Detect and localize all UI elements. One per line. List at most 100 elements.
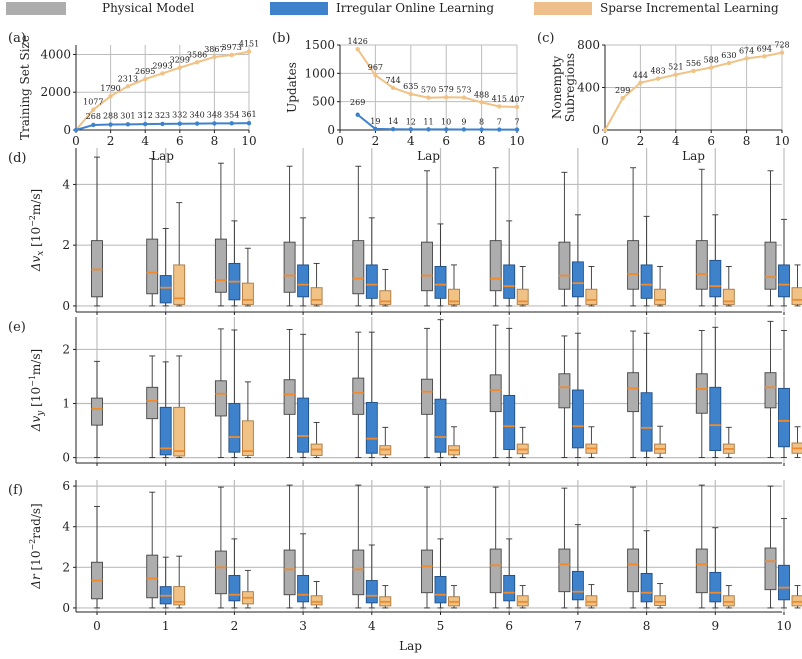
box-sparse: [585, 288, 598, 305]
data-point-orange: [497, 104, 502, 109]
box-sparse: [379, 290, 392, 305]
data-point-orange: [108, 93, 113, 99]
x-tick-label: 6: [505, 619, 513, 633]
data-label: 407: [509, 95, 524, 104]
box-irregular: [434, 576, 447, 604]
box-irregular: [640, 572, 653, 603]
box-irregular: [434, 398, 447, 453]
box-physical: [146, 238, 159, 295]
data-point-blue: [461, 127, 467, 132]
x-tick-label: 3: [299, 619, 307, 633]
box-irregular: [365, 401, 378, 454]
box-physical: [627, 372, 640, 413]
data-label: 299: [615, 86, 630, 95]
box-irregular: [297, 397, 310, 453]
box-physical: [695, 373, 708, 414]
data-label: 1426: [348, 37, 368, 46]
y-tick-label: 0: [327, 123, 335, 137]
data-point-blue: [246, 120, 252, 126]
y-tick-label: 2: [62, 342, 70, 356]
y-tick-label: 0: [62, 451, 70, 465]
x-tick-label: 8: [643, 619, 651, 633]
box-sparse: [448, 288, 460, 305]
data-label: 3973: [222, 43, 242, 52]
data-label: 2695: [135, 67, 155, 76]
box-irregular: [228, 403, 241, 453]
data-point-blue: [73, 127, 79, 133]
box-irregular: [778, 387, 790, 448]
box-sparse: [516, 595, 529, 607]
chart-training-set-size: 0 2 4 6 8 10 0 2000 4000 Lap Training Set Size(a) 1…: [8, 31, 259, 163]
data-point-orange: [673, 72, 678, 77]
y-tick-label: 0: [592, 123, 600, 137]
box-physical: [695, 240, 708, 290]
box-sparse: [722, 288, 735, 305]
legend-swatch-sparse: [534, 2, 592, 15]
data-label: 4151: [239, 40, 259, 49]
y-axis-label: Δvy [10−1m/s]: [28, 349, 46, 432]
data-point-orange: [212, 54, 217, 60]
x-tick-label: 0: [93, 619, 101, 633]
data-label: 3586: [187, 50, 207, 59]
panel-label: (f): [8, 483, 23, 498]
data-label: 2993: [152, 61, 172, 70]
x-axis-label: Lap: [417, 149, 440, 163]
y-axis-label: Δvx [10−2m/s]: [28, 189, 46, 272]
x-tick-label: 8: [478, 134, 486, 148]
box-irregular: [297, 574, 310, 603]
data-label: 11: [423, 117, 433, 126]
data-label: 588: [704, 56, 719, 65]
box-physical: [558, 373, 571, 409]
data-point-orange: [620, 96, 625, 101]
data-point-blue: [194, 121, 200, 126]
y-tick-label: 1000: [304, 66, 335, 80]
box-physical: [421, 378, 433, 415]
x-tick-label: 0: [601, 134, 609, 148]
data-label: 1077: [83, 98, 103, 107]
data-point-blue: [444, 127, 449, 132]
chart-delta-r: 0 2 4 6 0 1 2 3 4 5 6 7 8 9 10 Lap (f) Δr [10−2rad/s]: [8, 479, 802, 653]
data-point-blue: [514, 127, 520, 132]
box-irregular: [571, 389, 584, 449]
y-axis-label: NonemptySubregions: [550, 53, 577, 122]
box-physical: [214, 238, 227, 293]
data-point-orange: [390, 85, 396, 91]
box-irregular: [709, 259, 722, 298]
x-tick-label: 0: [72, 134, 80, 148]
data-point-orange: [726, 60, 732, 66]
box-sparse: [722, 595, 735, 607]
data-point-orange: [160, 71, 165, 76]
y-tick-label: 0: [62, 601, 70, 615]
data-point-orange: [514, 104, 520, 110]
data-label: 7: [514, 118, 519, 127]
box-physical: [764, 241, 777, 290]
box-sparse: [241, 420, 254, 456]
data-label: 312: [138, 111, 153, 120]
data-point-orange: [229, 52, 234, 58]
box-physical: [558, 241, 571, 290]
x-tick-label: 7: [574, 619, 582, 633]
box-physical: [764, 547, 777, 591]
box-sparse: [791, 595, 802, 607]
data-label: 3299: [170, 56, 190, 65]
data-label: 10: [441, 117, 451, 126]
x-tick-label: 6: [707, 134, 715, 148]
legend-swatch-physical: [6, 2, 66, 15]
box-irregular: [159, 275, 172, 304]
box-physical: [283, 379, 296, 415]
data-point-blue: [91, 122, 96, 128]
box-physical: [352, 240, 365, 295]
box-irregular: [571, 570, 584, 601]
data-point-blue: [355, 112, 360, 117]
x-tick-label: 4: [141, 134, 149, 148]
x-tick-label: 2: [231, 619, 239, 633]
data-label: 348: [207, 110, 222, 119]
box-irregular: [365, 264, 378, 299]
legend: Physical Model Irregular Online Learning…: [6, 1, 779, 15]
data-label: 1790: [100, 84, 120, 93]
box-physical: [352, 549, 365, 596]
data-point-orange: [479, 100, 484, 105]
data-point-orange: [461, 95, 467, 100]
x-tick-label: 4: [407, 134, 415, 148]
